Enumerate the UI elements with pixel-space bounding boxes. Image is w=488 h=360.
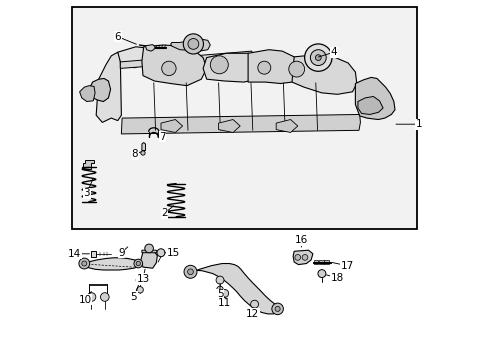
Polygon shape — [80, 86, 95, 102]
Text: 15: 15 — [166, 248, 180, 258]
Polygon shape — [276, 120, 297, 132]
Text: 5: 5 — [130, 292, 137, 302]
Polygon shape — [292, 250, 312, 265]
Circle shape — [271, 303, 283, 315]
Circle shape — [137, 287, 143, 293]
Circle shape — [183, 34, 203, 54]
Circle shape — [315, 55, 321, 60]
Polygon shape — [120, 51, 255, 68]
Bar — [72, 7, 416, 229]
Circle shape — [220, 289, 228, 297]
Polygon shape — [313, 260, 317, 264]
Polygon shape — [319, 260, 323, 264]
Text: 4: 4 — [330, 47, 336, 57]
Polygon shape — [142, 250, 157, 253]
Text: 6: 6 — [114, 32, 121, 42]
Text: 12: 12 — [245, 309, 259, 319]
Text: 11: 11 — [218, 298, 231, 308]
Polygon shape — [118, 47, 146, 68]
Polygon shape — [170, 39, 210, 51]
Circle shape — [79, 258, 89, 269]
Polygon shape — [324, 260, 328, 264]
Text: 13: 13 — [136, 274, 149, 284]
Text: 14: 14 — [68, 249, 81, 259]
Text: 8: 8 — [131, 149, 138, 159]
Polygon shape — [141, 251, 157, 268]
Text: 3: 3 — [83, 188, 90, 198]
Circle shape — [187, 39, 199, 49]
Circle shape — [317, 270, 325, 278]
Polygon shape — [96, 52, 121, 122]
Circle shape — [210, 56, 228, 74]
Circle shape — [136, 261, 140, 266]
Circle shape — [304, 44, 331, 71]
Text: 18: 18 — [330, 273, 343, 283]
Polygon shape — [89, 284, 107, 285]
Polygon shape — [355, 77, 394, 120]
Polygon shape — [83, 160, 94, 169]
Circle shape — [144, 244, 153, 253]
Circle shape — [187, 269, 193, 275]
Text: 16: 16 — [294, 235, 307, 246]
Circle shape — [294, 255, 300, 260]
Text: 1: 1 — [415, 119, 422, 129]
Text: 9: 9 — [118, 248, 124, 258]
Polygon shape — [291, 55, 356, 94]
Circle shape — [216, 286, 223, 293]
Circle shape — [81, 261, 87, 266]
Polygon shape — [218, 120, 240, 132]
Polygon shape — [145, 45, 155, 51]
Circle shape — [302, 255, 307, 260]
Circle shape — [162, 61, 176, 76]
Circle shape — [288, 61, 304, 77]
Circle shape — [101, 293, 109, 301]
Polygon shape — [247, 50, 301, 84]
Polygon shape — [203, 53, 265, 82]
Polygon shape — [89, 78, 110, 102]
Polygon shape — [357, 96, 382, 114]
Polygon shape — [142, 143, 145, 150]
Circle shape — [87, 293, 96, 301]
Text: 7: 7 — [159, 132, 165, 142]
Circle shape — [216, 276, 224, 284]
Circle shape — [310, 50, 325, 66]
Polygon shape — [80, 258, 140, 270]
Text: 10: 10 — [79, 294, 92, 305]
Text: 17: 17 — [340, 261, 353, 271]
Polygon shape — [142, 45, 206, 86]
Circle shape — [250, 300, 258, 308]
Text: 2: 2 — [161, 208, 167, 218]
Polygon shape — [121, 114, 360, 134]
Text: 5: 5 — [216, 289, 223, 300]
Polygon shape — [161, 120, 182, 132]
Circle shape — [157, 249, 164, 257]
Circle shape — [275, 306, 280, 311]
Polygon shape — [188, 264, 279, 314]
Circle shape — [141, 151, 145, 155]
Circle shape — [257, 61, 270, 74]
Circle shape — [251, 310, 257, 316]
Circle shape — [183, 265, 197, 278]
Bar — [91, 251, 96, 257]
Circle shape — [134, 259, 142, 268]
Circle shape — [136, 276, 144, 284]
